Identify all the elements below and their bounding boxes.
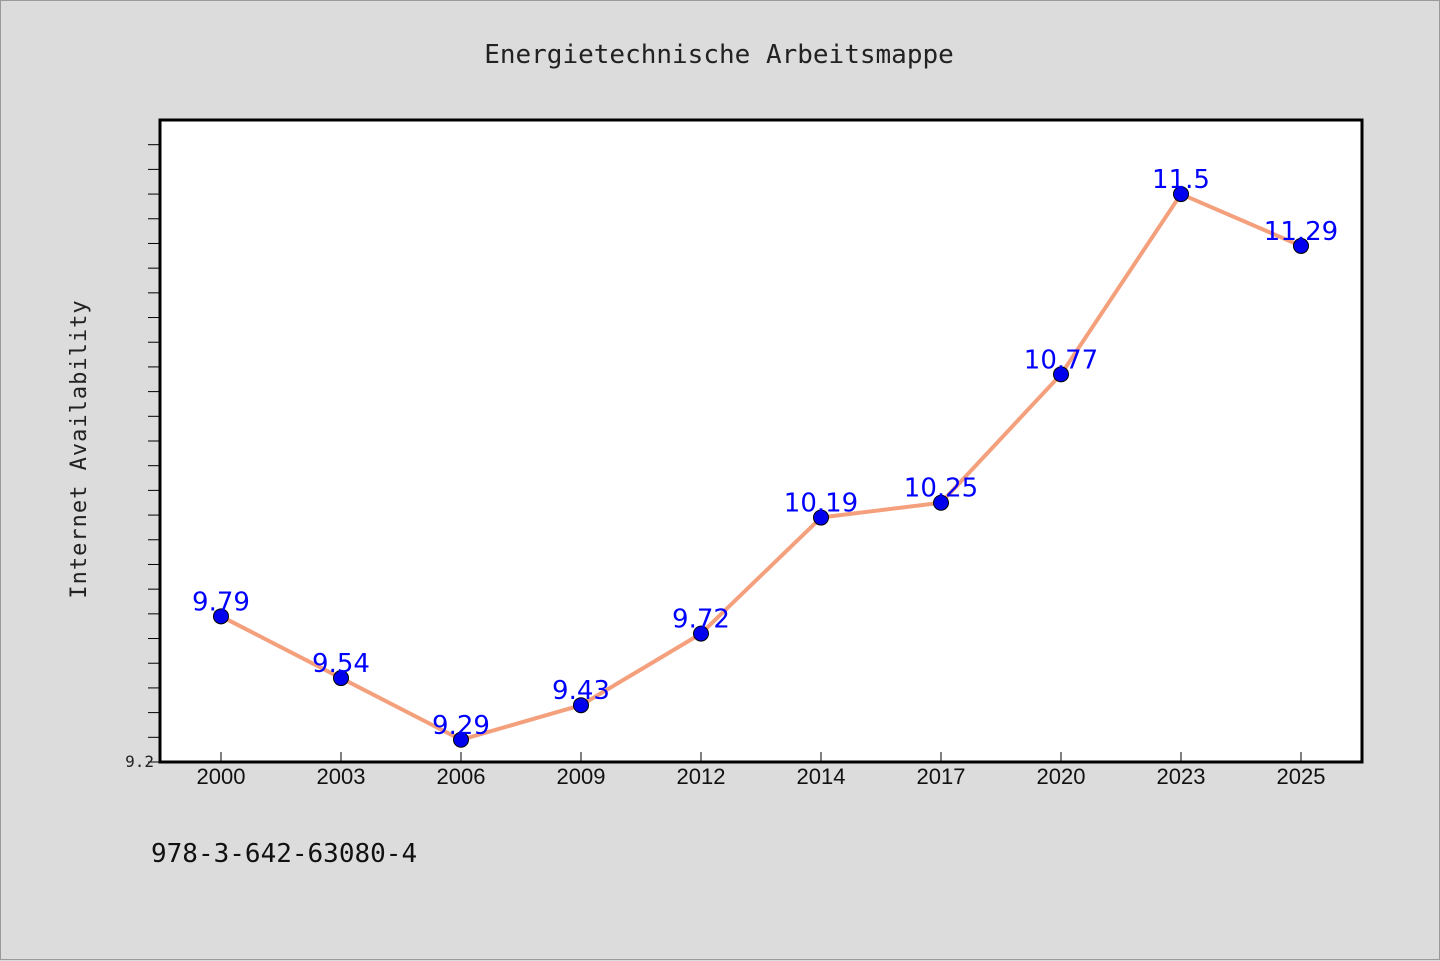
- x-tick-label: 2000: [197, 764, 246, 789]
- data-point: [213, 608, 229, 625]
- data-label: 9.54: [312, 649, 370, 679]
- data-point: [453, 731, 469, 748]
- data-point: [933, 494, 949, 511]
- chart-title: Energietechnische Arbeitsmappe: [484, 40, 954, 70]
- data-point: [1053, 366, 1069, 383]
- data-point: [813, 509, 829, 526]
- data-label: 9.29: [432, 711, 490, 741]
- plot-area: [158, 118, 1364, 764]
- x-tick-label: 2014: [797, 764, 846, 789]
- data-label: 9.79: [192, 587, 250, 617]
- data-point: [573, 697, 589, 714]
- series-line: [220, 192, 1302, 742]
- y-tick-label: 9.2: [125, 752, 154, 771]
- data-point: [333, 670, 349, 687]
- data-label: 11.29: [1264, 217, 1338, 247]
- x-axis-ticks: [220, 752, 1302, 762]
- x-tick-label: 2017: [917, 764, 966, 789]
- footer-isbn: 978-3-642-63080-4: [151, 839, 417, 869]
- x-tick-label: 2009: [557, 764, 606, 789]
- data-point: [693, 625, 709, 642]
- data-label: 10.19: [784, 489, 858, 519]
- x-tick-label: 2025: [1277, 764, 1326, 789]
- data-label: 10.77: [1024, 345, 1098, 375]
- data-label: 11.5: [1152, 165, 1210, 195]
- data-point: [1173, 186, 1189, 203]
- x-tick-label: 2023: [1157, 764, 1206, 789]
- data-label: 9.43: [552, 676, 610, 706]
- data-labels: 9.79 9.54 9.29 9.43 9.72 10.19 10.25 10.77 11.5 1…: [192, 165, 1338, 741]
- y-axis-label: Internet Availability: [67, 299, 92, 598]
- series-layer: [213, 186, 1309, 748]
- data-label: 9.72: [672, 605, 730, 635]
- data-label: 10.25: [904, 474, 978, 504]
- x-tick-label: 2020: [1037, 764, 1086, 789]
- data-point: [1293, 237, 1309, 254]
- x-tick-label: 2012: [677, 764, 726, 789]
- y-axis-ticks: [148, 144, 160, 763]
- x-tick-label: 2003: [317, 764, 366, 789]
- x-tick-label: 2006: [437, 764, 486, 789]
- x-tick-labels: 2000 2003 2006 2009 2012 2014 2017 2020 2023 2025: [197, 764, 1326, 789]
